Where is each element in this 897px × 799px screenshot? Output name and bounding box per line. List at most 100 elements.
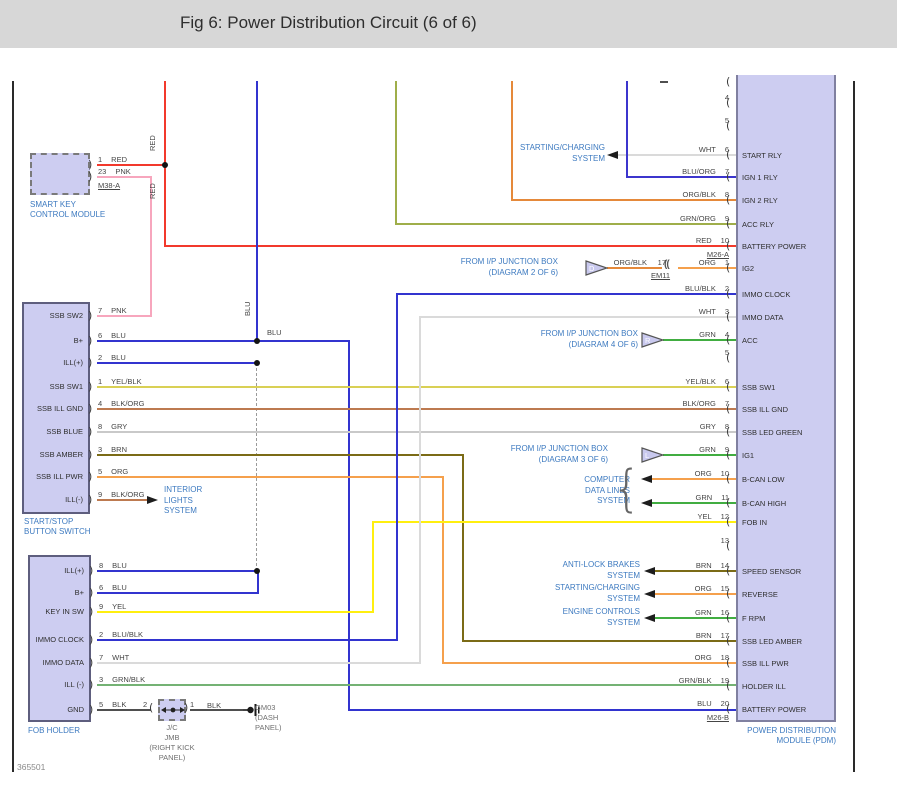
pin-glyph: (	[726, 261, 731, 274]
pin-number: 5	[724, 348, 729, 357]
system-arrow-icon	[641, 499, 652, 507]
pin-number: 13	[720, 536, 729, 545]
pin-name: SSB SW2	[49, 311, 83, 320]
wire-yel	[97, 611, 373, 613]
inline-connector-icon: ((	[664, 259, 670, 270]
brace-icon: {	[612, 458, 642, 518]
pin-name: SSB SW1	[742, 383, 776, 392]
wire-pnk	[150, 176, 152, 317]
wire-grn	[655, 617, 736, 619]
pin-glyph: (	[726, 310, 731, 323]
connector-label: M26-B	[706, 713, 729, 722]
pin-name: IMMO DATA	[42, 658, 84, 667]
pin-number: 8	[724, 422, 729, 431]
wire-org	[678, 267, 736, 269]
junction-connector-icon	[161, 707, 185, 713]
pin-glyph: )	[88, 425, 93, 438]
junction-connector-box	[158, 699, 186, 721]
pin-name: ILL(-)	[65, 495, 83, 504]
junction-dot	[162, 162, 168, 168]
wire-color-label: ORG/BLK	[682, 190, 716, 199]
pin-glyph: (	[726, 351, 731, 364]
pin-glyph: )	[88, 158, 93, 171]
pin-wire-row: 7 WHT	[99, 653, 129, 662]
wire-color-label: BLU	[112, 561, 127, 570]
pin-wire-row: BRN 14	[696, 561, 729, 570]
wire-color-label: ORG	[694, 584, 712, 593]
wire-brn	[462, 454, 464, 642]
pin-glyph: (	[726, 425, 731, 438]
pin-glyph: (	[149, 701, 154, 714]
pin-glyph: (	[726, 702, 731, 715]
pin-wire-row: GRN 9	[699, 445, 729, 454]
wire-org-blk	[511, 81, 513, 201]
pin-wire-row: 6 BLU	[99, 583, 127, 592]
wire-blk	[97, 709, 151, 711]
pin-number: 9	[99, 602, 104, 611]
pin-number: 1	[190, 700, 195, 709]
pin-number: 16	[720, 608, 729, 617]
pin-glyph: )	[89, 703, 94, 716]
pin-number: 15	[720, 584, 729, 593]
wire-wht	[420, 316, 736, 318]
wire-blu	[349, 709, 736, 711]
wire-blu-blk	[97, 639, 397, 641]
wire-color-label: ORG/BLK	[613, 258, 647, 267]
pin-number: 17	[720, 631, 729, 640]
wire-blu-blk	[396, 293, 398, 641]
pin-number: 2	[98, 353, 103, 362]
pin-number: 6	[98, 331, 103, 340]
pin-wire-row: 1 YEL/BLK	[98, 377, 142, 386]
pin-number: 17	[657, 258, 666, 267]
pin-number: 7	[99, 653, 104, 662]
pin-glyph: )	[88, 356, 93, 369]
pin-glyph: (	[726, 611, 731, 624]
system-annotation: ANTI-LOCK BRAKES SYSTEM	[562, 560, 640, 580]
power-distribution-module-box	[736, 75, 836, 722]
fob-holder-box	[28, 555, 91, 722]
system-arrow-icon	[147, 496, 158, 504]
wire-org-blk	[607, 267, 662, 269]
pin-glyph: (	[726, 333, 731, 346]
wire-color-label: BLU	[697, 699, 712, 708]
pin-glyph: )	[88, 334, 93, 347]
wire-color-label: GRY	[111, 422, 128, 431]
wire-blu	[97, 362, 257, 364]
pin-glyph: (	[726, 496, 731, 509]
connector-label: M26-A	[706, 250, 729, 259]
wire-color-label: BLU/BLK	[112, 630, 144, 639]
wire-org-blk	[512, 199, 736, 201]
pin-name: SPEED SENSOR	[742, 567, 802, 576]
wire-link-dashed	[256, 363, 257, 571]
pin-wire-row: BLU 20	[697, 699, 729, 708]
pin-name: F RPM	[742, 614, 766, 623]
wire-color-label: PNK	[111, 306, 127, 315]
pin-glyph: (	[726, 75, 731, 88]
pin-wire-row: BLU/BLK 2	[685, 284, 729, 293]
pin-name: HOLDER ILL	[742, 682, 786, 691]
pin-name: IMMO DATA	[742, 313, 784, 322]
wire-blu	[97, 570, 257, 572]
wire-brn	[97, 454, 463, 456]
pin-glyph: )	[88, 448, 93, 461]
pin-wire-row: YEL 12	[697, 512, 729, 521]
wire-color-label: BLU	[111, 331, 126, 340]
wire-org	[97, 476, 443, 478]
system-annotation: ENGINE CONTROLS SYSTEM	[562, 607, 640, 627]
pin-wire-row: GRN 16	[695, 608, 729, 617]
pin-glyph: (	[726, 239, 731, 252]
pin-glyph: )	[89, 633, 94, 646]
wire-color-label: BRN	[111, 445, 128, 454]
wire-color-label: BLK/ORG	[111, 399, 145, 408]
pin-glyph: (	[726, 193, 731, 206]
pin-number: 10	[720, 469, 729, 478]
pin-wire-row: 3 GRN/BLK	[99, 675, 145, 684]
system-annotation: INTERIOR LIGHTS SYSTEM	[164, 485, 203, 515]
pin-glyph: (	[726, 448, 731, 461]
wire-brn	[463, 640, 736, 642]
pin-name: SSB SW1	[49, 382, 83, 391]
wire-yel	[372, 521, 374, 613]
pin-glyph: )	[184, 701, 189, 714]
pin-wire-row: 8 GRY	[98, 422, 127, 431]
